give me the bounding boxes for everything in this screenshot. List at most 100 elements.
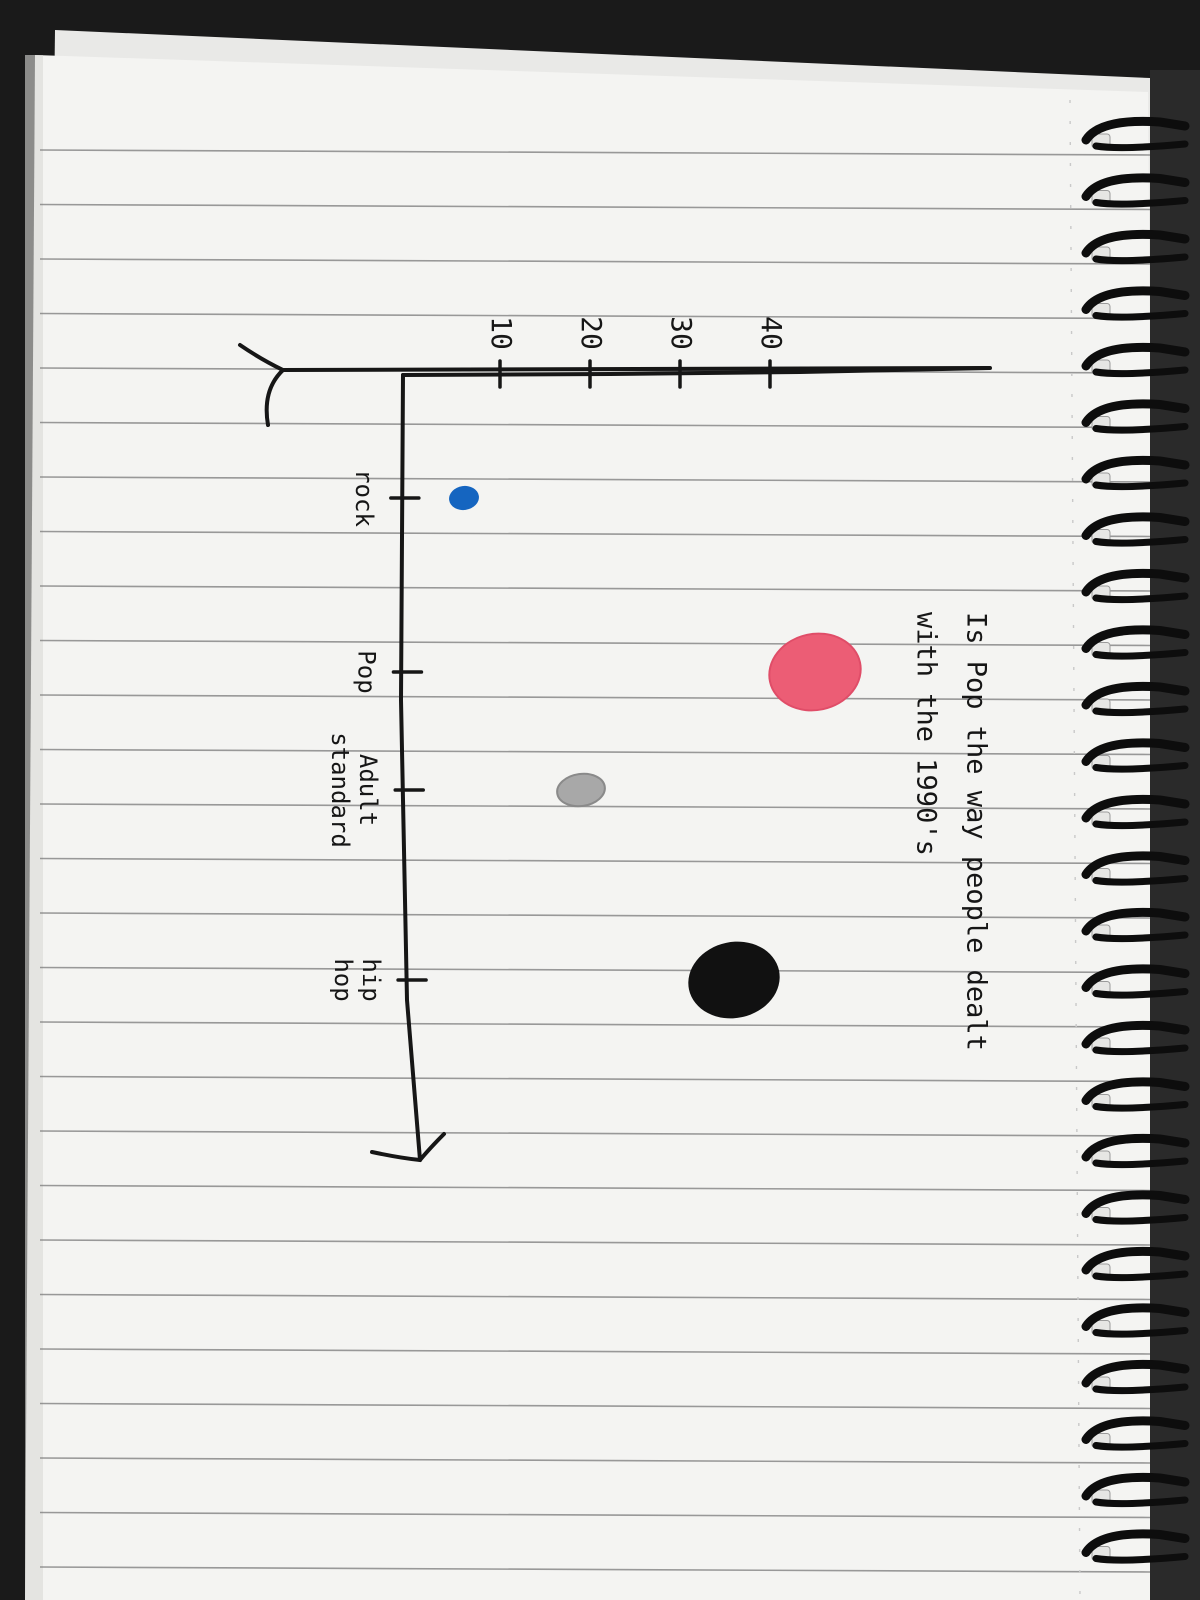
x-tick-label: Adult bbox=[354, 754, 382, 826]
spiral-coil bbox=[1081, 964, 1190, 992]
binding-strip bbox=[1150, 70, 1200, 1600]
spiral-coil bbox=[1092, 875, 1189, 886]
data-point bbox=[768, 632, 862, 712]
x-tick-label: rock bbox=[350, 469, 378, 527]
ruled-line bbox=[39, 1566, 1151, 1573]
paper-sheet bbox=[25, 30, 1175, 1600]
spiral-coil bbox=[1081, 1472, 1190, 1501]
chart-title-line: with the 1990's bbox=[911, 612, 942, 856]
ruled-line bbox=[39, 1130, 1151, 1137]
chart-axes bbox=[238, 343, 992, 1163]
y-axis-ticks: 10 20 30 40 bbox=[485, 316, 788, 389]
spiral-coil bbox=[1092, 705, 1189, 717]
data-point bbox=[449, 485, 479, 511]
ruled-line bbox=[39, 258, 1151, 265]
spiral-coil bbox=[1092, 1383, 1189, 1395]
spiral-coil bbox=[1092, 1101, 1189, 1112]
spiral-coil bbox=[1081, 286, 1190, 314]
spiral-coil bbox=[1081, 116, 1190, 145]
spiral-coil bbox=[1081, 681, 1190, 710]
ruled-line bbox=[39, 1293, 1151, 1301]
x-tick-label: hop bbox=[329, 958, 357, 1001]
spiral-coil bbox=[1092, 197, 1189, 208]
data-point bbox=[556, 772, 606, 808]
ruled-line bbox=[39, 1511, 1151, 1519]
x-axis-line bbox=[398, 373, 422, 1162]
data-point bbox=[688, 941, 780, 1019]
ruled-line bbox=[39, 1184, 1151, 1192]
spiral-coil bbox=[1092, 1440, 1189, 1451]
spiral-coil bbox=[1081, 1077, 1190, 1105]
spiral-coil bbox=[1092, 1157, 1189, 1169]
spiral-coil bbox=[1092, 1553, 1189, 1564]
spiral-coil bbox=[1092, 1044, 1189, 1056]
ruled-line bbox=[39, 1402, 1151, 1410]
y-axis-extension bbox=[282, 366, 991, 372]
x-axis-arrowhead bbox=[370, 1132, 446, 1163]
spiral-binding bbox=[1081, 70, 1200, 1600]
spiral-coil bbox=[1092, 592, 1189, 604]
ruled-line bbox=[39, 585, 1151, 592]
spiral-coil bbox=[1081, 1246, 1190, 1275]
spiral-coil bbox=[1092, 1270, 1189, 1282]
y-tick-label: 20 bbox=[575, 316, 608, 350]
y-axis-arrowhead bbox=[238, 343, 287, 427]
spiral-coil bbox=[1092, 988, 1189, 999]
ruled-line bbox=[39, 1075, 1151, 1083]
spiral-coil bbox=[1081, 1416, 1190, 1444]
spiral-coil bbox=[1092, 649, 1189, 660]
spiral-coil bbox=[1092, 479, 1189, 491]
ruled-line bbox=[39, 857, 1151, 865]
spiral-coil bbox=[1081, 1133, 1190, 1162]
ruled-line bbox=[39, 476, 1151, 483]
spiral-coil bbox=[1092, 253, 1189, 265]
spiral-coil bbox=[1092, 931, 1189, 943]
spiral-coil bbox=[1081, 229, 1190, 258]
ruled-line bbox=[39, 694, 1151, 701]
ruled-line bbox=[39, 803, 1151, 810]
ruled-line bbox=[39, 421, 1151, 429]
y-tick-label: 40 bbox=[755, 316, 788, 350]
sheet-edge-shadow bbox=[25, 55, 43, 1600]
y-tick-label: 10 bbox=[485, 316, 518, 350]
ruled-line bbox=[39, 149, 1151, 156]
spiral-coil bbox=[1081, 1190, 1190, 1218]
spiral-coil bbox=[1081, 512, 1190, 540]
ruled-line bbox=[39, 748, 1151, 756]
spiral-coil bbox=[1081, 625, 1190, 653]
ruled-line bbox=[39, 912, 1151, 919]
spiral-coil bbox=[1081, 851, 1190, 879]
spiral-coil bbox=[1081, 568, 1190, 597]
spiral-coil bbox=[1081, 1529, 1190, 1557]
y-tick-label: 30 bbox=[665, 316, 698, 350]
ruled-line bbox=[39, 530, 1151, 538]
spiral-coil bbox=[1092, 1214, 1189, 1225]
spiral-coil bbox=[1081, 738, 1190, 766]
ruled-line bbox=[39, 639, 1151, 647]
spiral-coil bbox=[1092, 818, 1189, 830]
ruled-line bbox=[39, 966, 1151, 974]
ruled-line bbox=[39, 1457, 1151, 1464]
spiral-coil bbox=[1092, 423, 1189, 434]
spiral-coil bbox=[1081, 1359, 1190, 1388]
spiral-coil bbox=[1092, 366, 1189, 378]
spiral-coil bbox=[1092, 310, 1189, 321]
x-tick-label: hip bbox=[357, 958, 385, 1001]
x-tick-label: standard bbox=[326, 732, 354, 848]
front-sheet bbox=[25, 55, 1160, 1600]
spiral-coil bbox=[1092, 140, 1189, 152]
spiral-coil bbox=[1081, 455, 1190, 484]
ruled-line bbox=[39, 203, 1151, 211]
chart-title-line: Is Pop the way people dealt bbox=[961, 612, 992, 1051]
ruled-lines bbox=[39, 99, 1151, 1600]
x-tick-label: Pop bbox=[352, 650, 380, 693]
spiral-coil bbox=[1081, 399, 1190, 427]
spiral-coil bbox=[1092, 1327, 1189, 1338]
chart-title: Is Pop the way people dealt with the 1990… bbox=[911, 612, 992, 1051]
spiral-coil bbox=[1081, 794, 1190, 823]
spiral-coil bbox=[1081, 342, 1190, 371]
ruled-line bbox=[39, 1239, 1151, 1246]
data-points bbox=[449, 485, 862, 1019]
